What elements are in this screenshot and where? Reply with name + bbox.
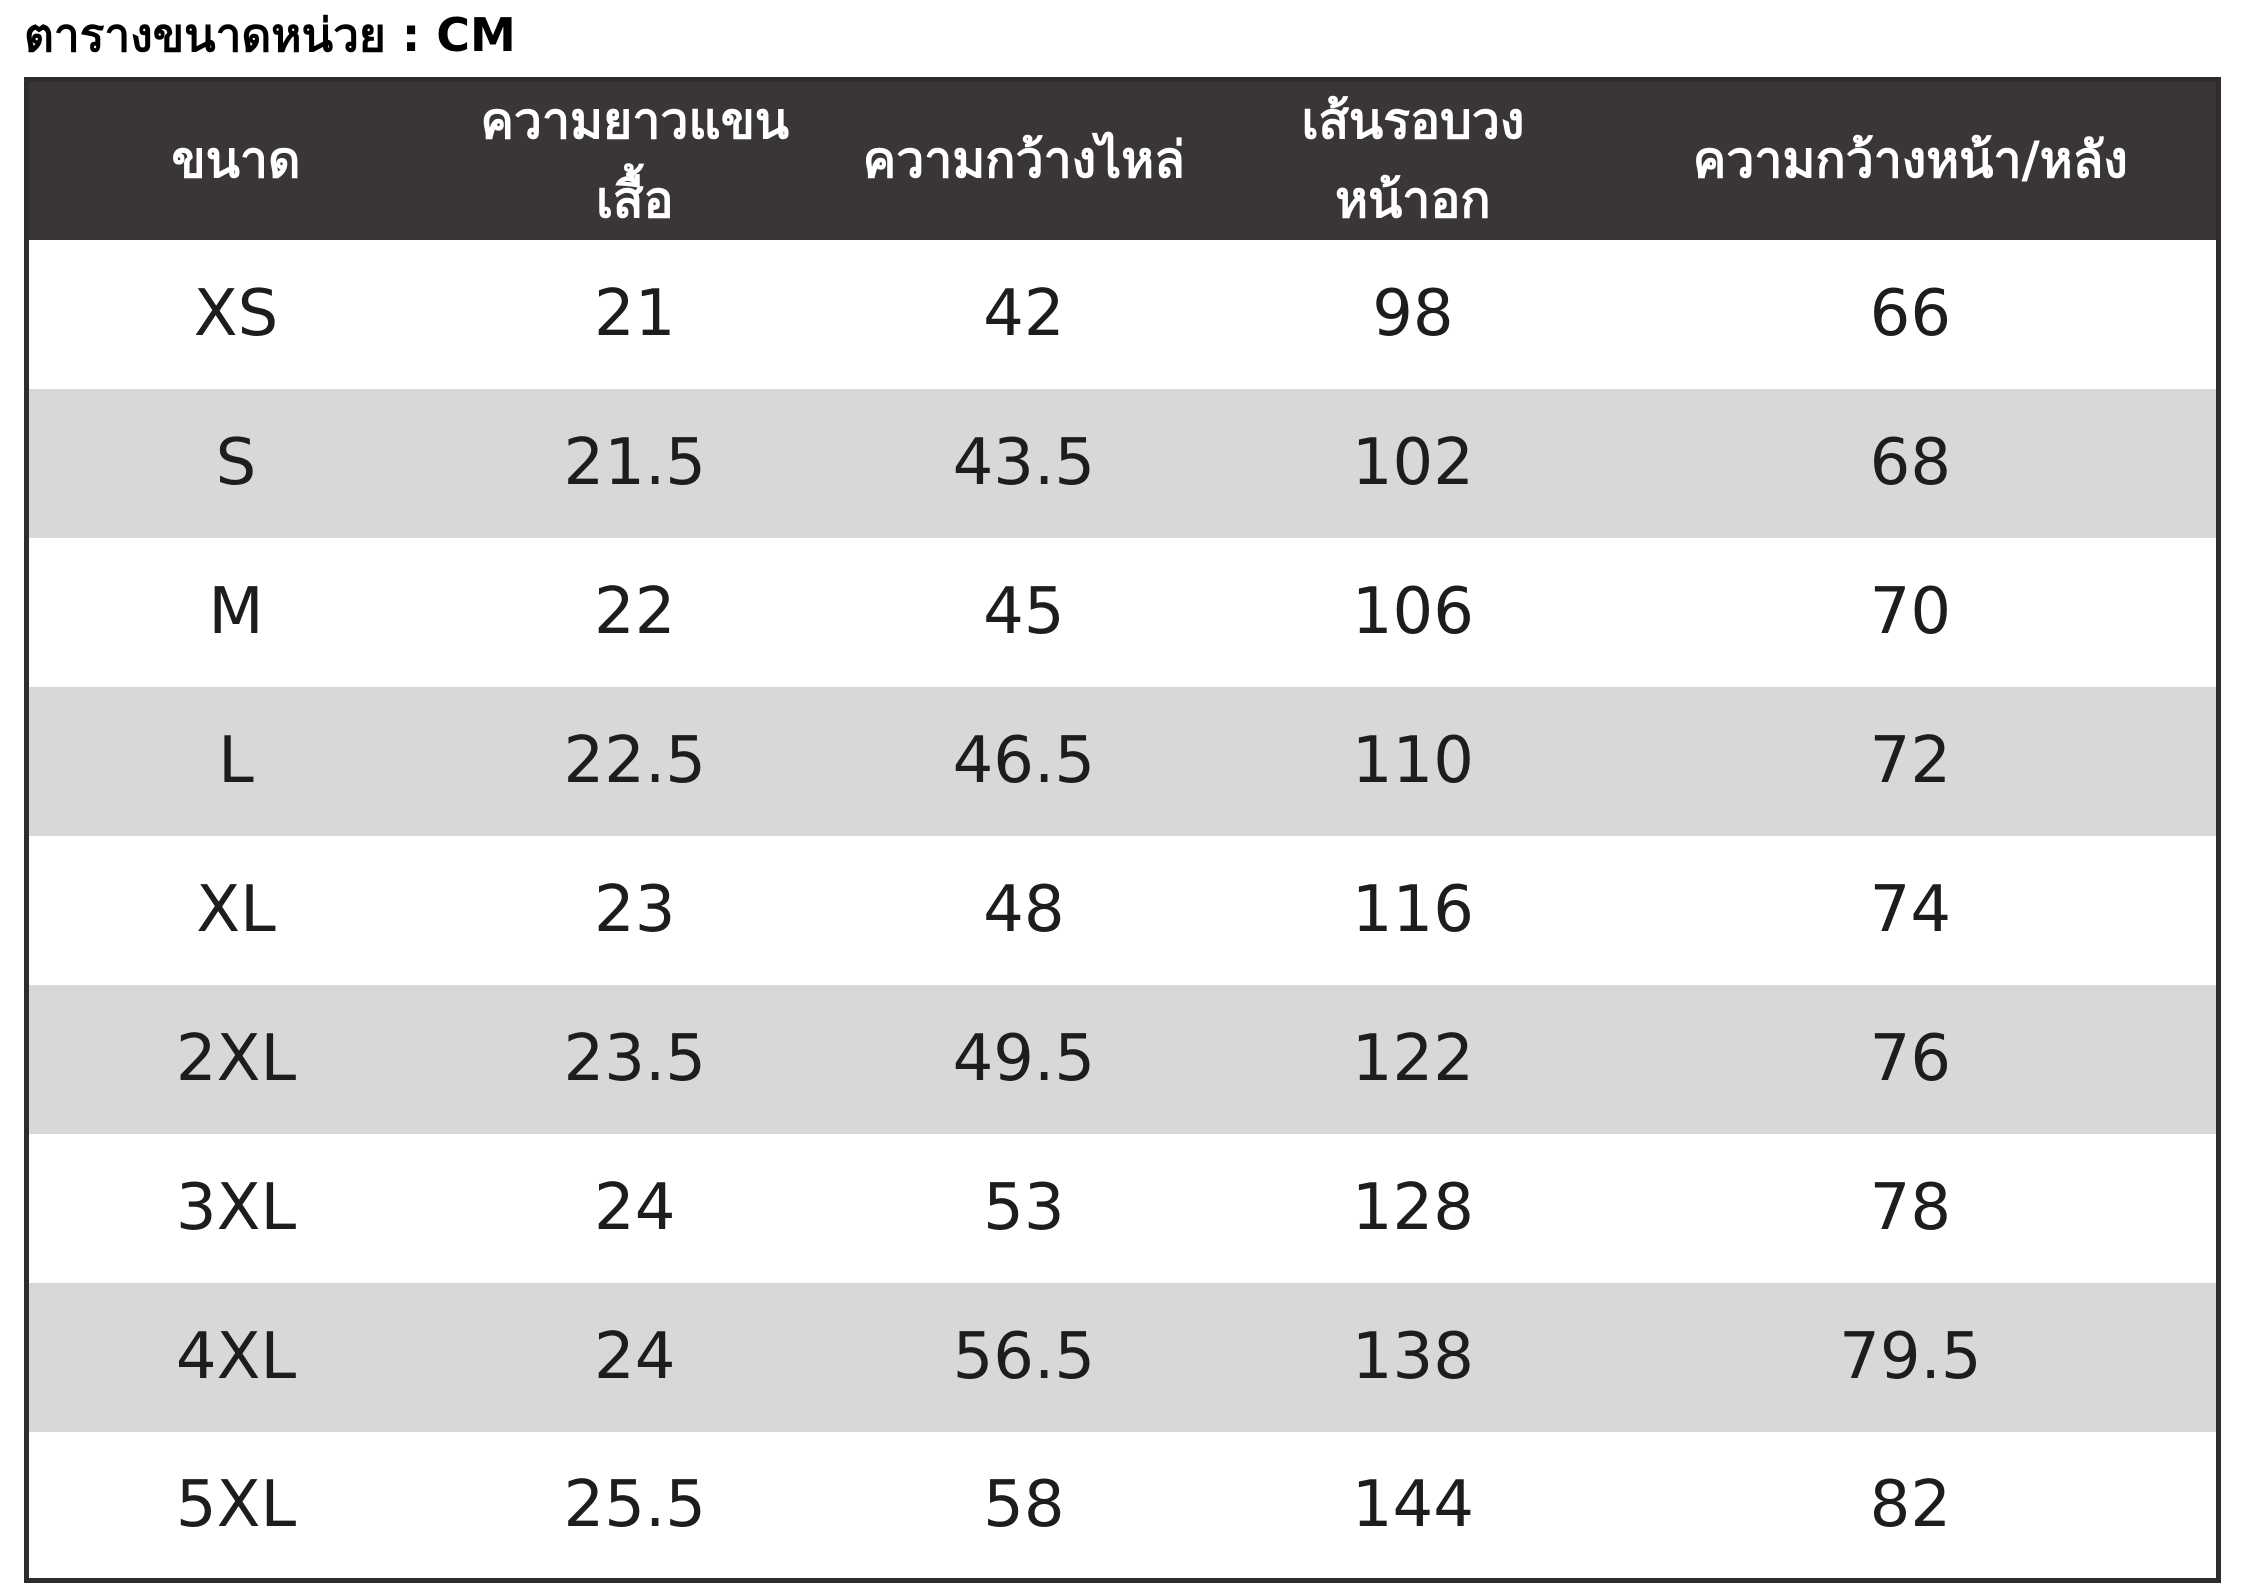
size-label: M: [26, 537, 443, 687]
chest-circumference-value: 106: [1221, 537, 1605, 687]
chest-circumference-value: 98: [1221, 239, 1605, 389]
header-row: ขนาด ความยาวแขนเสื้อ ความกว้างไหล่ เส้นร…: [26, 79, 2219, 240]
shoulder-width-value: 48: [826, 835, 1222, 985]
size-label: XL: [26, 835, 443, 985]
table-row-s: S 21.5 43.5 102 68: [26, 388, 2219, 538]
shoulder-width-value: 43.5: [826, 388, 1222, 538]
table-row-xs: XS 21 42 98 66: [26, 239, 2219, 389]
table-row-l: L 22.5 46.5 110 72: [26, 686, 2219, 836]
size-label: 5XL: [26, 1431, 443, 1581]
size-chart-table: ขนาด ความยาวแขนเสื้อ ความกว้างไหล่ เส้นร…: [24, 76, 2221, 1584]
shoulder-width-value: 53: [826, 1133, 1222, 1283]
front-back-width-value: 82: [1604, 1431, 2219, 1581]
chest-circumference-value: 122: [1221, 984, 1605, 1134]
front-back-width-value: 72: [1604, 686, 2219, 836]
front-back-width-value: 68: [1604, 388, 2219, 538]
table-row-xl: XL 23 48 116 74: [26, 835, 2219, 985]
table-row-2xl: 2XL 23.5 49.5 122 76: [26, 984, 2219, 1134]
column-header-front-back-width: ความกว้างหน้า/หลัง: [1604, 79, 2219, 240]
front-back-width-value: 78: [1604, 1133, 2219, 1283]
page-title: ตารางขนาดหน่วย : CM: [24, 8, 516, 62]
front-back-width-value: 76: [1604, 984, 2219, 1134]
front-back-width-value: 79.5: [1604, 1282, 2219, 1432]
shoulder-width-value: 56.5: [826, 1282, 1222, 1432]
front-back-width-value: 70: [1604, 537, 2219, 687]
sleeve-length-value: 23.5: [442, 984, 827, 1134]
column-header-shoulder-width: ความกว้างไหล่: [826, 79, 1222, 240]
size-label: L: [26, 686, 443, 836]
sleeve-length-value: 21: [442, 239, 827, 389]
shoulder-width-value: 58: [826, 1431, 1222, 1581]
front-back-width-value: 66: [1604, 239, 2219, 389]
shoulder-width-value: 46.5: [826, 686, 1222, 836]
sleeve-length-value: 24: [442, 1133, 827, 1283]
size-label: S: [26, 388, 443, 538]
chest-circumference-value: 116: [1221, 835, 1605, 985]
sleeve-length-value: 24: [442, 1282, 827, 1432]
sleeve-length-value: 25.5: [442, 1431, 827, 1581]
size-label: 4XL: [26, 1282, 443, 1432]
size-label: XS: [26, 239, 443, 389]
table-row-3xl: 3XL 24 53 128 78: [26, 1133, 2219, 1283]
shoulder-width-value: 42: [826, 239, 1222, 389]
shoulder-width-value: 45: [826, 537, 1222, 687]
chest-circumference-value: 138: [1221, 1282, 1605, 1432]
column-header-chest-circumference: เส้นรอบวงหน้าอก: [1221, 79, 1605, 240]
shoulder-width-value: 49.5: [826, 984, 1222, 1134]
table-row-m: M 22 45 106 70: [26, 537, 2219, 687]
chest-circumference-value: 102: [1221, 388, 1605, 538]
table-row-4xl: 4XL 24 56.5 138 79.5: [26, 1282, 2219, 1432]
sleeve-length-value: 23: [442, 835, 827, 985]
sleeve-length-value: 21.5: [442, 388, 827, 538]
column-header-sleeve-length: ความยาวแขนเสื้อ: [442, 79, 827, 240]
size-label: 3XL: [26, 1133, 443, 1283]
chest-circumference-value: 144: [1221, 1431, 1605, 1581]
sleeve-length-value: 22.5: [442, 686, 827, 836]
front-back-width-value: 74: [1604, 835, 2219, 985]
chest-circumference-value: 128: [1221, 1133, 1605, 1283]
table-row-5xl: 5XL 25.5 58 144 82: [26, 1431, 2219, 1581]
size-label: 2XL: [26, 984, 443, 1134]
sleeve-length-value: 22: [442, 537, 827, 687]
chest-circumference-value: 110: [1221, 686, 1605, 836]
column-header-size: ขนาด: [26, 79, 443, 240]
